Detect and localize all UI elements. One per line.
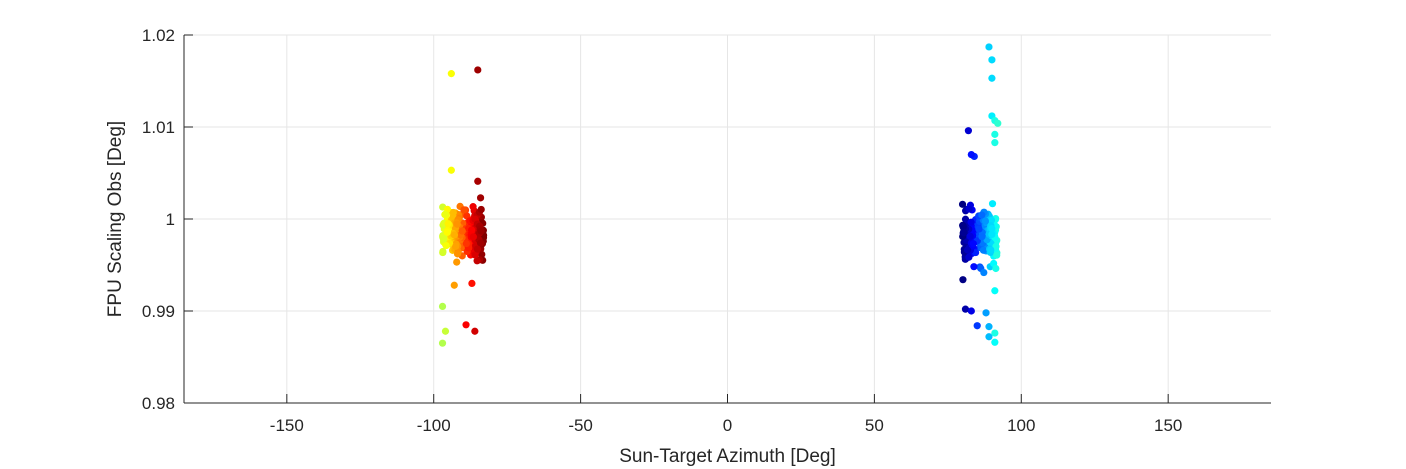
data-point [975, 225, 983, 233]
data-point [453, 250, 462, 258]
data-point [978, 211, 986, 219]
data-point [978, 233, 986, 241]
data-point [438, 302, 447, 310]
data-point [468, 279, 476, 287]
data-point [473, 245, 482, 253]
y-tick-label: 1 [166, 210, 175, 229]
data-point [450, 231, 459, 239]
data-point [964, 127, 973, 135]
data-point [963, 246, 972, 254]
data-point [474, 66, 482, 74]
data-point [443, 228, 451, 236]
data-point [966, 232, 974, 240]
data-point [961, 305, 970, 313]
data-point [453, 258, 461, 266]
data-point [985, 333, 993, 341]
data-point [473, 257, 481, 265]
data-point [447, 166, 455, 174]
data-point [985, 43, 993, 51]
x-tick-labels: -150 -100 -50 0 50 100 150 [270, 416, 1183, 435]
data-point [458, 227, 466, 235]
data-point [988, 225, 996, 233]
x-tick-label: 150 [1154, 416, 1182, 435]
x-tick-label: -50 [568, 416, 593, 435]
y-tick-label: 1.02 [142, 26, 175, 45]
data-point [959, 222, 967, 230]
data-point [992, 242, 1000, 250]
data-point [993, 251, 1001, 259]
data-point [441, 327, 450, 335]
y-tick-label: 1.01 [142, 118, 175, 137]
x-axis-label: Sun-Target Azimuth [Deg] [619, 446, 836, 467]
data-point [471, 327, 479, 335]
data-point [967, 151, 975, 159]
data-point [462, 321, 470, 329]
data-point [988, 56, 996, 64]
data-point [441, 210, 449, 218]
data-point [979, 246, 987, 254]
data-point [477, 205, 485, 214]
y-axis-label: FPU Scaling Obs [Deg] [105, 121, 126, 317]
data-point [973, 322, 981, 330]
data-point [476, 239, 485, 247]
x-tick-label: 0 [723, 416, 732, 435]
data-point [444, 220, 452, 228]
data-point [981, 217, 990, 225]
x-tick-label: -150 [270, 416, 304, 435]
data-point [982, 309, 990, 317]
data-point [440, 236, 448, 244]
data-point [970, 263, 978, 271]
data-point [460, 206, 468, 214]
data-point [469, 203, 477, 211]
data-point [988, 200, 997, 208]
data-point [476, 194, 485, 202]
data-point [988, 74, 996, 82]
data-point [988, 230, 996, 239]
data-point [471, 251, 479, 259]
data-point [965, 253, 973, 261]
data-point [985, 323, 993, 331]
data-point [439, 247, 447, 256]
data-point [442, 241, 450, 250]
data-point [453, 220, 461, 228]
data-point [958, 200, 967, 208]
data-point [991, 130, 999, 138]
data-point [450, 281, 458, 289]
data-point [967, 218, 975, 226]
data-point [449, 208, 457, 217]
x-tick-label: 50 [865, 416, 884, 435]
data-point [991, 329, 999, 337]
data-point [462, 239, 470, 248]
y-tick-label: 0.99 [142, 302, 175, 321]
data-point [965, 205, 973, 213]
data-point [991, 287, 999, 295]
data-point [991, 139, 999, 147]
data-point [477, 227, 485, 235]
data-point [994, 119, 1002, 127]
axes [183, 34, 1271, 404]
y-tick-labels: 0.98 0.99 1 1.01 1.02 [142, 26, 175, 413]
x-tick-label: 100 [1007, 416, 1035, 435]
x-tick-label: -100 [417, 416, 451, 435]
data-point [452, 242, 460, 250]
data-point [960, 228, 968, 236]
y-tick-label: 0.98 [142, 394, 175, 413]
data-point [447, 70, 455, 78]
data-points [438, 43, 1002, 347]
data-point [992, 264, 1000, 273]
data-point [438, 339, 447, 347]
data-point [474, 177, 482, 185]
data-point [468, 226, 476, 234]
data-point [987, 216, 996, 224]
data-point [980, 268, 988, 277]
data-point [967, 307, 975, 315]
data-point [987, 246, 995, 254]
data-point [991, 338, 999, 346]
data-point [469, 233, 477, 241]
data-point [959, 276, 967, 284]
data-point [969, 240, 977, 248]
